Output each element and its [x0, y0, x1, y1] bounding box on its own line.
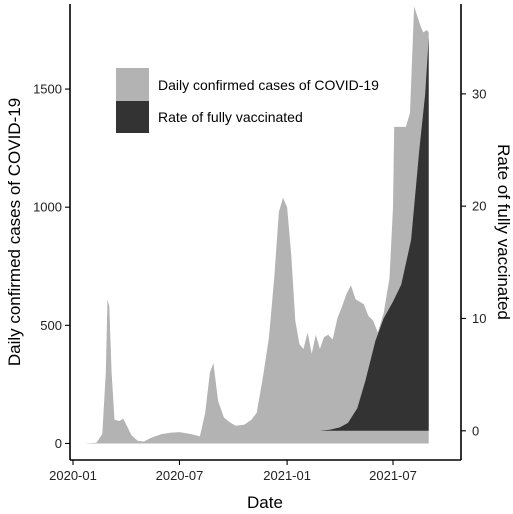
right-y-tick-label: 20	[472, 199, 486, 214]
right-y-axis-title: Rate of fully vaccinated	[494, 144, 513, 320]
vaccination-area	[319, 37, 429, 431]
right-y-tick-label: 0	[472, 423, 479, 438]
x-ticks: 2020-01 2020-07 2021-01 2021-07	[49, 460, 417, 483]
right-y-tick-label: 10	[472, 311, 486, 326]
x-tick-label: 2021-01	[263, 468, 311, 483]
left-y-tick-label: 1000	[33, 200, 62, 215]
left-y-tick-label: 500	[40, 318, 62, 333]
legend-swatch-cases	[116, 68, 149, 101]
right-y-tick-label: 30	[472, 86, 486, 101]
left-y-ticks: 0 500 1000 1500	[33, 82, 70, 451]
legend-label-vaccinated: Rate of fully vaccinated	[158, 109, 303, 125]
x-tick-label: 2020-07	[156, 468, 204, 483]
left-y-tick-label: 1500	[33, 82, 62, 97]
x-tick-label: 2020-01	[49, 468, 97, 483]
plot-areas	[84, 6, 429, 444]
legend: Daily confirmed cases of COVID-19 Rate o…	[116, 68, 379, 133]
left-y-axis-title: Daily confirmed cases of COVID-19	[5, 98, 24, 366]
x-axis-title: Date	[247, 493, 283, 512]
x-tick-label: 2021-07	[369, 468, 417, 483]
left-y-tick-label: 0	[55, 436, 62, 451]
right-y-ticks: 0 10 20 30	[461, 86, 486, 438]
legend-swatch-vaccinated	[116, 101, 149, 133]
cases-area	[84, 6, 429, 444]
legend-label-cases: Daily confirmed cases of COVID-19	[158, 77, 379, 93]
